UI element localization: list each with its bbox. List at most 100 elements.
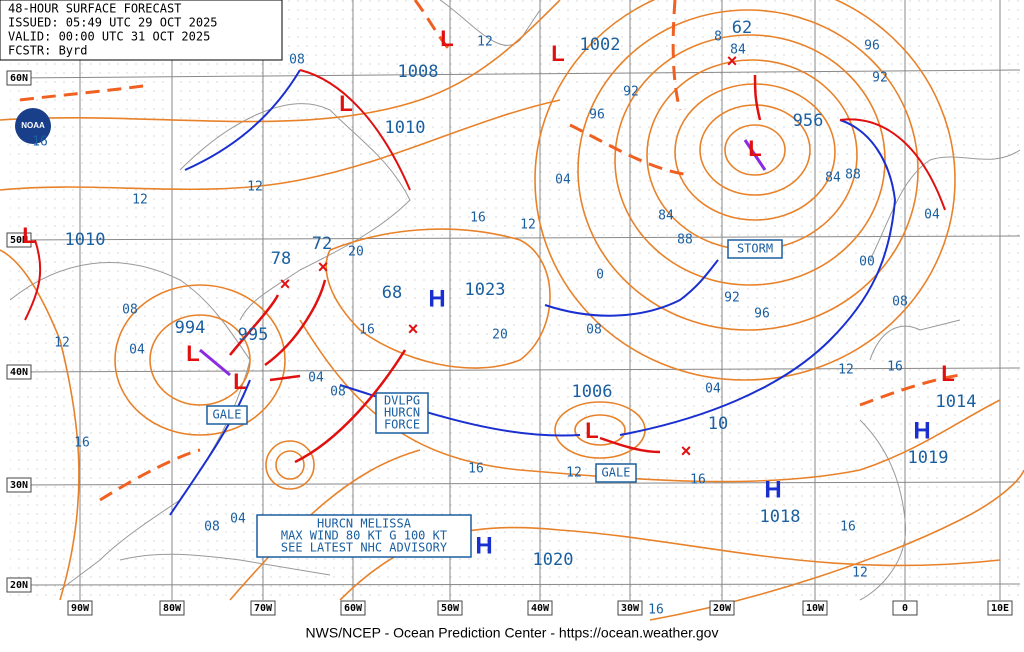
isobar-label: 84 [825, 171, 841, 186]
svg-text:×: × [318, 257, 329, 277]
isobar-label: 16 [359, 323, 375, 338]
forecaster: FCSTR: Byrd [8, 44, 87, 58]
pressure-value: 1002 [580, 35, 621, 55]
pressure-value: 68 [382, 283, 402, 303]
isobar-label: 20 [348, 245, 364, 260]
longitude-label: 30W [621, 603, 640, 614]
longitude-label: 10W [806, 603, 825, 614]
isobar-label: 12 [852, 566, 868, 581]
longitude-label: 40W [531, 603, 550, 614]
isobar-label: 04 [129, 343, 145, 358]
isobar-label: 16 [690, 473, 706, 488]
footer: NWS/NCEP - Ocean Prediction Center - htt… [306, 625, 719, 641]
latitude-label-frame [6, 577, 32, 593]
longitude-label-frame [617, 600, 643, 616]
longitude-label-frame [437, 600, 463, 616]
low-center: L [585, 418, 598, 443]
isobar-label: 92 [724, 291, 740, 306]
longitude-label: 60W [344, 603, 363, 614]
low-center: L [941, 361, 954, 386]
latitude-label: 30N [10, 480, 28, 491]
latitude-label-frame [6, 364, 32, 380]
isobar-label: 8 [714, 30, 722, 45]
longitude-label: 70W [254, 603, 273, 614]
svg-text:×: × [681, 441, 692, 461]
isobar-label: 16 [32, 135, 48, 150]
isobar-label: 04 [924, 208, 940, 223]
pressure-value: 1010 [385, 118, 426, 138]
trough [19, 0, 961, 502]
high-center: H [428, 285, 445, 312]
pressure-value: 1020 [533, 550, 574, 570]
isobar-label: 88 [845, 168, 861, 183]
latitude-label-frame [6, 477, 32, 493]
isobar-label: 08 [204, 520, 220, 535]
isobar-label: 08 [586, 323, 602, 338]
isobar-label: 0 [596, 268, 604, 283]
isobar-label: 12 [477, 35, 493, 50]
longitude-label: 0 [902, 603, 908, 614]
forecast-positions: × × × × × [280, 51, 738, 461]
longitude-label: 90W [71, 603, 90, 614]
isobar-label: 20 [492, 328, 508, 343]
isobar-label: 12 [247, 180, 263, 195]
isobar-label: 04 [555, 173, 571, 188]
pressure-value: 994 [175, 318, 206, 338]
isobar-label: 16 [468, 462, 484, 477]
latitude-label-frame [6, 70, 32, 86]
developing-box: DVLPG [384, 394, 420, 408]
pressure-value: 956 [793, 111, 824, 131]
melissa-box: MAX WIND 80 KT G 100 KT [281, 529, 447, 543]
isobar-label: 16 [648, 603, 664, 618]
pressure-value: 1008 [398, 62, 439, 82]
isobar-label: 16 [840, 520, 856, 535]
latitude-label: 50N [10, 235, 28, 246]
isobar-label: 92 [872, 71, 888, 86]
longitude-label: 10E [991, 603, 1009, 614]
svg-text:×: × [408, 319, 419, 339]
latitude-label: 60N [10, 73, 28, 84]
longitude-label-frame [340, 600, 366, 616]
low-center: L [22, 223, 35, 248]
svg-text:×: × [280, 274, 291, 294]
isobar-label: 12 [838, 363, 854, 378]
high-center: H [764, 476, 781, 503]
pressure-value: 1019 [908, 448, 949, 468]
longitude-label: 20W [713, 603, 732, 614]
isobar-label: 00 [859, 255, 875, 270]
pressure-value: 78 [271, 249, 291, 269]
latitude-label: 20N [10, 580, 28, 591]
low-center: L [440, 26, 453, 51]
longitude-label-frame [527, 600, 553, 616]
latitude-label: 40N [10, 367, 28, 378]
occluded-front [199, 139, 767, 377]
low-center: L [551, 41, 564, 66]
header: 48-HOUR SURFACE FORECAST ISSUED: 05:49 U… [0, 0, 283, 61]
pressure-value: 62 [732, 18, 752, 38]
svg-text:×: × [727, 51, 738, 71]
isobar-label: 12 [520, 218, 536, 233]
latitude-label-frame [6, 232, 32, 248]
gale-box: GALE [213, 408, 242, 422]
isobar-label: 88 [677, 233, 693, 248]
fronts [19, 0, 961, 516]
pressure-value: 10 [708, 414, 728, 434]
isobar-label: 04 [230, 512, 246, 527]
longitude-label-frame [987, 600, 1013, 616]
high-center: H [475, 532, 492, 559]
logo-text: NOAA [21, 121, 45, 130]
isobar-label: 96 [589, 108, 605, 123]
pressure-value: 1014 [936, 392, 977, 412]
isobar-label: 16 [74, 436, 90, 451]
isobar-label: 12 [132, 193, 148, 208]
melissa-box: SEE LATEST NHC ADVISORY [281, 541, 448, 555]
longitude-label-frame [892, 600, 918, 616]
logo: NOAA [15, 108, 51, 144]
dot-grid [10, 0, 1020, 600]
isobar-label: 16 [887, 360, 903, 375]
developing-box: FORCE [384, 418, 420, 432]
isobar-label: 84 [730, 43, 746, 58]
longitude-label-frame [250, 600, 276, 616]
isobar-label: 92 [623, 85, 639, 100]
isobar-label: 96 [754, 307, 770, 322]
